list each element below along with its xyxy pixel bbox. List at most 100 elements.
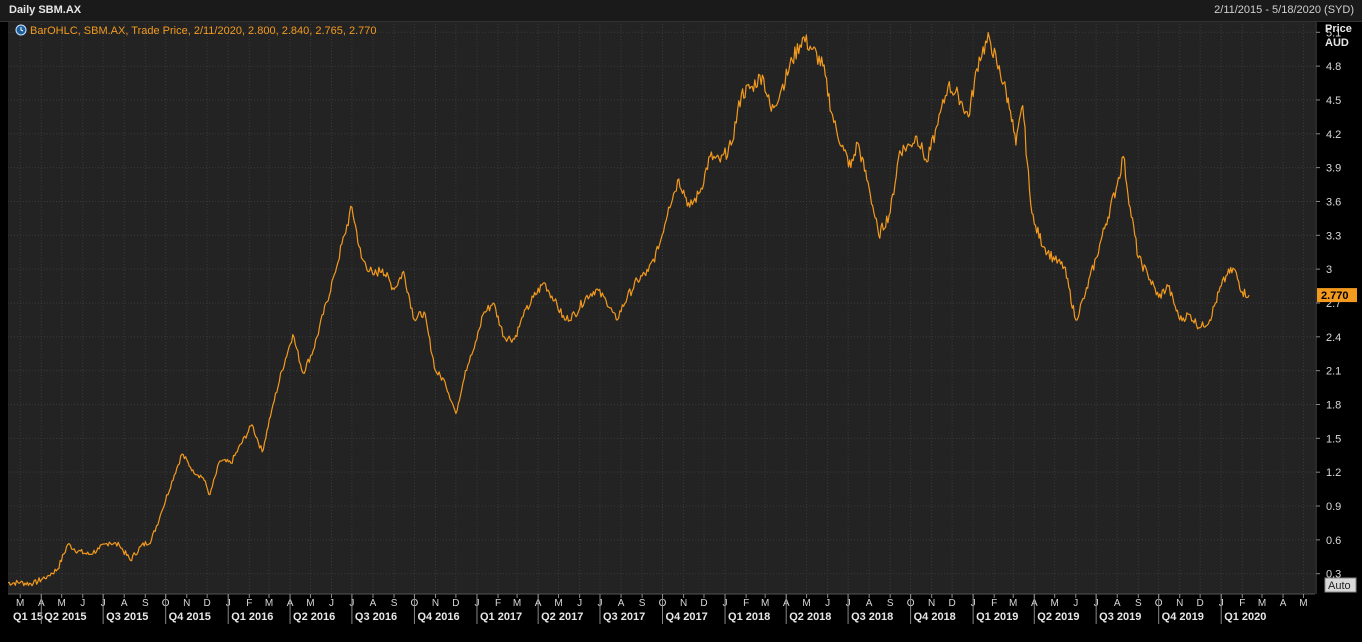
price-point — [731, 144, 732, 145]
y-tick-label: 2.4 — [1326, 332, 1341, 344]
price-point — [1054, 260, 1055, 261]
price-point — [1138, 257, 1139, 258]
price-point — [771, 111, 772, 112]
price-point — [720, 161, 721, 162]
x-month-label: F — [1239, 598, 1245, 609]
price-point — [192, 469, 193, 470]
price-point — [869, 187, 870, 188]
x-quarter-label: Q4 2016 — [417, 611, 459, 623]
auto-scale-button[interactable]: Auto — [1324, 577, 1357, 593]
price-point — [606, 300, 607, 301]
y-tick-label: 4.2 — [1326, 129, 1341, 141]
y-tick-label: 4.5 — [1326, 95, 1341, 107]
price-point — [482, 314, 483, 315]
price-point — [1130, 207, 1131, 208]
x-month-label: A — [121, 598, 128, 609]
x-quarter-label: Q3 2016 — [355, 611, 397, 623]
price-point — [1075, 319, 1076, 320]
x-month-label: A — [1280, 598, 1287, 609]
y-tick-label: 0.6 — [1326, 535, 1341, 547]
x-month-label: A — [370, 598, 377, 609]
price-point — [1096, 257, 1097, 258]
price-point — [1105, 223, 1106, 224]
chart-title: Daily SBM.AX — [9, 4, 82, 16]
price-point — [648, 271, 649, 272]
price-point — [1010, 111, 1011, 112]
price-point — [916, 135, 917, 136]
price-point — [752, 86, 753, 87]
price-point — [119, 545, 120, 546]
auto-button-label[interactable]: Auto — [1328, 580, 1351, 592]
legend[interactable]: BarOHLC, SBM.AX, Trade Price, 2/11/2020,… — [15, 24, 377, 37]
price-point — [544, 282, 545, 283]
price-point — [493, 302, 494, 303]
price-point — [313, 350, 314, 351]
price-point — [435, 370, 436, 371]
price-point — [947, 86, 948, 87]
x-month-label: M — [265, 598, 273, 609]
x-month-label: N — [1176, 598, 1183, 609]
plot-area[interactable] — [8, 21, 1315, 594]
price-point — [564, 319, 565, 320]
price-point — [709, 156, 710, 157]
price-point — [1034, 223, 1035, 224]
clock-hands-icon — [20, 27, 24, 32]
x-quarter-label: Q4 2018 — [914, 611, 956, 623]
price-point — [171, 481, 172, 482]
price-point — [504, 336, 505, 337]
price-point — [474, 348, 475, 349]
price-point — [857, 142, 858, 143]
y-tick-label: 3.6 — [1326, 196, 1341, 208]
x-month-label: N — [432, 598, 439, 609]
price-point — [1168, 285, 1169, 286]
price-point — [1123, 156, 1124, 157]
series-layer — [7, 32, 1250, 587]
price-point — [1200, 327, 1201, 328]
x-month-label: M — [513, 598, 521, 609]
x-month-label: S — [1135, 598, 1142, 609]
price-series-line[interactable] — [7, 32, 1250, 587]
x-month-label: M — [1299, 598, 1307, 609]
x-month-label: A — [618, 598, 625, 609]
y-tick-label: 0.9 — [1326, 501, 1341, 513]
x-month-label: D — [700, 598, 707, 609]
price-point — [241, 443, 242, 444]
price-point — [878, 235, 879, 236]
price-point — [741, 94, 742, 95]
x-month-label: M — [761, 598, 769, 609]
x-quarter-label: Q1 15 — [13, 611, 43, 623]
auto-button-bg[interactable] — [1324, 577, 1357, 593]
price-point — [585, 297, 586, 298]
price-point — [802, 37, 803, 38]
price-point — [514, 338, 515, 339]
last-value-badge — [1317, 288, 1357, 303]
price-point — [668, 207, 669, 208]
price-point — [792, 60, 793, 61]
price-point — [595, 289, 596, 290]
price-point — [958, 94, 959, 95]
price-point — [554, 300, 555, 301]
price-point — [67, 544, 68, 545]
x-month-label: N — [928, 598, 935, 609]
x-quarter-label: Q1 2019 — [976, 611, 1018, 623]
price-point — [444, 381, 445, 382]
price-point — [899, 150, 900, 151]
y-tick-label: 2.1 — [1326, 366, 1341, 378]
x-quarter-label: Q1 2016 — [231, 611, 273, 623]
price-point — [403, 271, 404, 272]
price-point — [351, 207, 352, 208]
price-point — [455, 413, 456, 414]
price-point — [762, 75, 763, 76]
price-point — [140, 546, 141, 547]
y-tick-label: 5.1 — [1326, 27, 1341, 39]
date-range: 2/11/2015 - 5/18/2020 (SYD) — [1214, 4, 1354, 16]
y-axis-ticks: 0.30.60.91.21.51.82.12.42.733.33.63.94.2… — [1316, 27, 1341, 581]
y-axis-price-label: Price — [1325, 23, 1352, 35]
x-quarter-label: Q3 2015 — [106, 611, 148, 623]
x-quarter-label: Q4 2015 — [169, 611, 211, 623]
price-point — [251, 424, 252, 425]
title-bar: Daily SBM.AX 2/11/2015 - 5/18/2020 (SYD) — [0, 0, 1362, 22]
x-month-label: D — [452, 598, 459, 609]
x-month-label: J — [577, 598, 582, 609]
